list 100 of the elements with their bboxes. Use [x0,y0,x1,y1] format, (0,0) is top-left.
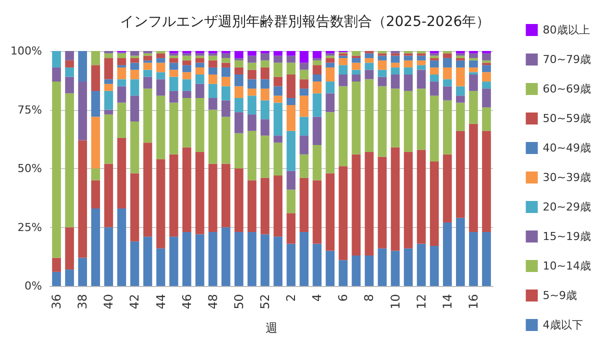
y-tick-label: 100% [10,44,42,58]
bar [117,208,126,286]
bar [404,248,413,286]
bar [456,86,465,96]
bar [326,56,335,58]
bar [416,70,426,89]
bar [195,74,204,84]
bar [416,65,426,70]
x-tick-label: 36 [50,294,64,310]
bar [260,136,270,178]
bar [338,65,348,74]
bar [117,58,126,66]
bar [352,255,361,286]
bar [442,58,452,68]
bar [234,74,244,86]
bar [130,241,140,286]
bar [326,67,335,82]
bar [195,234,204,286]
x-tick-label: 14 [440,294,454,310]
bar [248,232,256,286]
legend-label: 70~79歳 [542,53,592,66]
bar [482,130,491,232]
legend-label: 20~29歳 [542,200,592,214]
bar [117,138,126,208]
bar [456,96,465,103]
bar [104,90,114,110]
x-tick-label: 42 [128,294,142,310]
bar [221,227,230,286]
bar [274,86,282,96]
bar [300,70,309,80]
bar [248,62,256,70]
bar [352,51,361,56]
bar [143,88,152,143]
bar [286,213,296,244]
bar [130,56,140,58]
bar [117,79,126,86]
bar [234,133,244,168]
bar [286,190,296,214]
legend-label: 4歳以下 [542,318,583,332]
bar [430,82,439,96]
bar [52,51,61,68]
y-tick-label: 75% [18,103,42,116]
bar [195,58,204,63]
bar [326,173,335,251]
bar [326,112,335,174]
x-tick-label: 12 [414,294,428,310]
bar [221,100,230,117]
bar [338,166,348,260]
bar [482,65,491,72]
bar [52,82,61,258]
bar [274,76,282,86]
bar [195,84,204,98]
bar [442,79,452,86]
y-tick-label: 25% [18,220,42,234]
bar [195,67,204,74]
bar [482,72,491,82]
bar [221,53,230,58]
bar [312,65,322,74]
bar [469,232,478,286]
bar [338,56,348,58]
legend-label: 5~9歳 [542,289,578,302]
legend-label: 40~49歳 [542,142,592,154]
bar [300,116,309,136]
bar [65,270,74,286]
bar [338,58,348,66]
bar [300,96,309,117]
bar [456,56,465,58]
bar [404,67,413,74]
legend-label: 15~19歳 [542,230,592,243]
bar [169,102,178,154]
bar [352,56,361,58]
bar [260,88,270,100]
bar [169,90,178,103]
bar [456,102,465,131]
bar [169,58,178,63]
bar [248,96,256,114]
bar [390,67,400,74]
bar [482,60,491,63]
x-tick-label: 8 [362,294,376,302]
bar [104,114,114,164]
bar [300,51,309,63]
x-tick-label: 52 [258,294,272,310]
bar [91,90,100,117]
bar [104,53,114,58]
bar [274,136,282,143]
bar [300,136,309,154]
bar [234,112,244,134]
bar [364,255,374,286]
legend-label: 30~39歳 [542,171,592,184]
bar [482,82,491,89]
bar [156,58,166,63]
bar [300,79,309,89]
bar [208,67,218,74]
bar [416,244,426,286]
bar [248,88,256,96]
bar [130,58,140,63]
bar [442,53,452,58]
bar [274,142,282,176]
x-tick-label: 10 [388,294,402,310]
bar [169,56,178,58]
